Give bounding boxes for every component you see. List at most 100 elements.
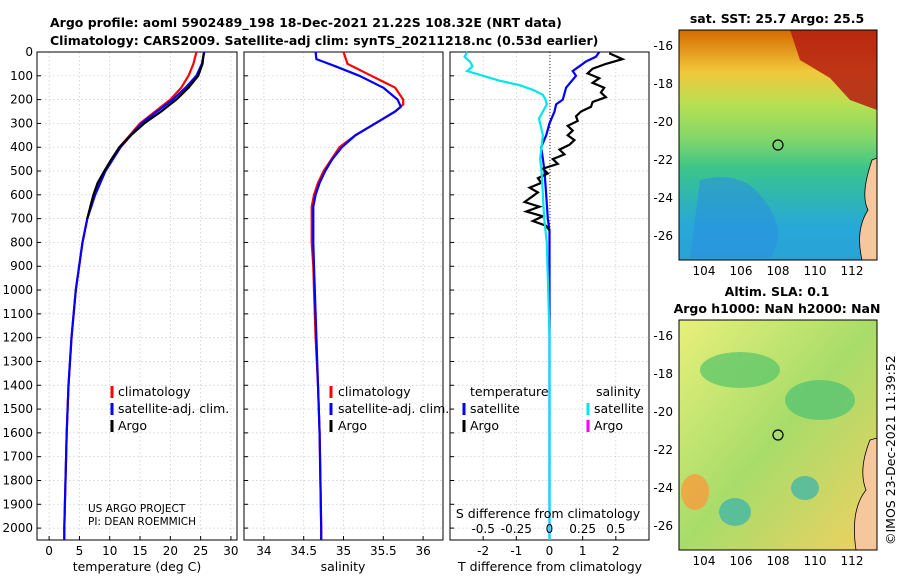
x-tick-label: 10 <box>102 544 117 558</box>
y-tick-label: 1500 <box>2 402 33 416</box>
legend3-sat-T-label: satellite <box>470 401 520 416</box>
sst-title: sat. SST: 25.7 Argo: 25.5 <box>690 11 864 26</box>
x-tick-label: 34.5 <box>290 544 317 558</box>
legend2-climatology-label: climatology <box>338 384 411 399</box>
y-tick-label: 400 <box>10 140 33 154</box>
map-y-tick-label: -20 <box>653 405 673 419</box>
title-line-1: Argo profile: aoml 5902489_198 18-Dec-20… <box>50 15 562 31</box>
difference-legend: temperature salinity satellite Argo sate… <box>462 384 644 433</box>
project-label: US ARGO PROJECT <box>88 503 186 515</box>
legend2-satellite-adj-label: satellite-adj. clim. <box>338 401 449 416</box>
s-tick-label: 0.25 <box>569 522 596 536</box>
sla-blob-2 <box>785 380 855 420</box>
legend3-sat-S-label: satellite <box>594 401 644 416</box>
sla-argo-marker <box>772 429 784 441</box>
map-y-tick-label: -22 <box>653 443 673 457</box>
legend3-argo-T-label: Argo <box>470 418 499 433</box>
x-tick-label: 35.5 <box>370 544 397 558</box>
map-y-tick-label: -24 <box>653 481 673 495</box>
sla-blob-3 <box>719 498 751 526</box>
sst-map: sat. SST: 25.7 Argo: 25.5 104 106 108 110 11… <box>653 11 878 278</box>
map-y-tick-label: -24 <box>653 191 673 205</box>
series-argo-t <box>522 52 626 232</box>
sst-cool-patch <box>690 177 778 258</box>
sla-field <box>679 320 877 550</box>
y-tick-label: 1000 <box>2 283 33 297</box>
x-tick-label: 15 <box>132 544 147 558</box>
map-x-tick-label: 108 <box>767 264 790 278</box>
sla-title-2: Argo h1000: NaN h2000: NaN <box>674 301 881 316</box>
x-tick-label: 0 <box>546 544 554 558</box>
x-tick-label: 25 <box>193 544 208 558</box>
x-tick-label: -2 <box>477 544 489 558</box>
map-x-tick-label: 104 <box>693 554 716 568</box>
y-tick-label: 100 <box>10 69 33 83</box>
y-tick-label: 2000 <box>2 521 33 535</box>
x-tick-label: 5 <box>76 544 84 558</box>
sla-map-frame <box>678 319 878 551</box>
map-x-tick-label: 108 <box>767 554 790 568</box>
y-tick-label: 700 <box>10 212 33 226</box>
y-tick-label: 1700 <box>2 450 33 464</box>
series-satellite-adj-clim- <box>63 51 206 540</box>
y-tick-label: 300 <box>10 116 33 130</box>
map-x-tick-label: 106 <box>730 264 753 278</box>
map-y-tick-label: -16 <box>653 329 673 343</box>
imos-stamp: ©IMOS 23-Dec-2021 11:39:52 <box>883 355 898 545</box>
y-tick-label: 1800 <box>2 473 33 487</box>
map-y-tick-label: -18 <box>653 367 673 381</box>
temperature-xlabel: temperature (deg C) <box>73 559 202 574</box>
y-tick-label: 1600 <box>2 426 33 440</box>
map-x-tick-label: 110 <box>804 554 827 568</box>
map-y-tick-label: -26 <box>653 519 673 533</box>
map-x-tick-label: 106 <box>730 554 753 568</box>
sla-blob-1 <box>700 352 780 388</box>
y-tick-label: 1400 <box>2 378 33 392</box>
series-climatology <box>63 51 198 540</box>
y-tick-label: 800 <box>10 235 33 249</box>
x-tick-label: 35 <box>336 544 351 558</box>
x-tick-label: 1 <box>579 544 587 558</box>
y-tick-label: 1100 <box>2 307 33 321</box>
title-line-2: Climatology: CARS2009. Satellite-adj cli… <box>50 33 598 49</box>
legend2-argo-label: Argo <box>338 418 367 433</box>
map-y-tick-label: -18 <box>653 77 673 91</box>
y-tick-label: 1300 <box>2 354 33 368</box>
sla-blob-5 <box>681 474 709 510</box>
map-x-tick-label: 104 <box>693 264 716 278</box>
y-tick-label: 600 <box>10 188 33 202</box>
y-tick-label: 500 <box>10 164 33 178</box>
map-y-tick-label: -20 <box>653 115 673 129</box>
y-tick-label: 1200 <box>2 331 33 345</box>
series-satellite-s <box>463 51 551 540</box>
difference-xlabel: T difference from climatology <box>457 559 643 574</box>
sst-warm-patch <box>790 30 877 110</box>
salinity-panel: 34 34.5 35 35.5 36 salinity climatology sate… <box>243 51 449 574</box>
x-tick-label: 34 <box>256 544 271 558</box>
map-y-tick-label: -26 <box>653 229 673 243</box>
map-x-tick-label: 112 <box>841 554 864 568</box>
legend-satellite-adj-label: satellite-adj. clim. <box>118 401 229 416</box>
series-climatology <box>310 51 405 540</box>
legend-argo-label: Argo <box>118 418 147 433</box>
sst-argo-marker <box>772 139 784 151</box>
legend3-argo-S-label: Argo <box>594 418 623 433</box>
sla-blob-4 <box>791 476 819 500</box>
s-tick-label: -0.25 <box>501 522 532 536</box>
series-satellite-adj-clim- <box>312 51 403 540</box>
y-tick-label: 200 <box>10 93 33 107</box>
sla-map: Altim. SLA: 0.1 Argo h1000: NaN h2000: N… <box>653 284 880 568</box>
salinity-xlabel: salinity <box>321 559 366 574</box>
temperature-panel: 0 100 200 300 400 500 600 700 800 900 1000 1100 1200… <box>2 45 238 574</box>
s-tick-label: 0 <box>546 522 554 536</box>
legend3-salinity-header: salinity <box>596 384 641 399</box>
temperature-legend: climatology satellite-adj. clim. Argo <box>110 384 229 433</box>
x-tick-label: 30 <box>223 544 238 558</box>
x-tick-label: 0 <box>45 544 53 558</box>
legend-climatology-label: climatology <box>118 384 191 399</box>
salinity-legend: climatology satellite-adj. clim. Argo <box>329 384 449 433</box>
map-y-tick-label: -22 <box>653 153 673 167</box>
y-tick-label: 900 <box>10 259 33 273</box>
legend3-temperature-header: temperature <box>470 384 549 399</box>
y-tick-label: 1900 <box>2 497 33 511</box>
